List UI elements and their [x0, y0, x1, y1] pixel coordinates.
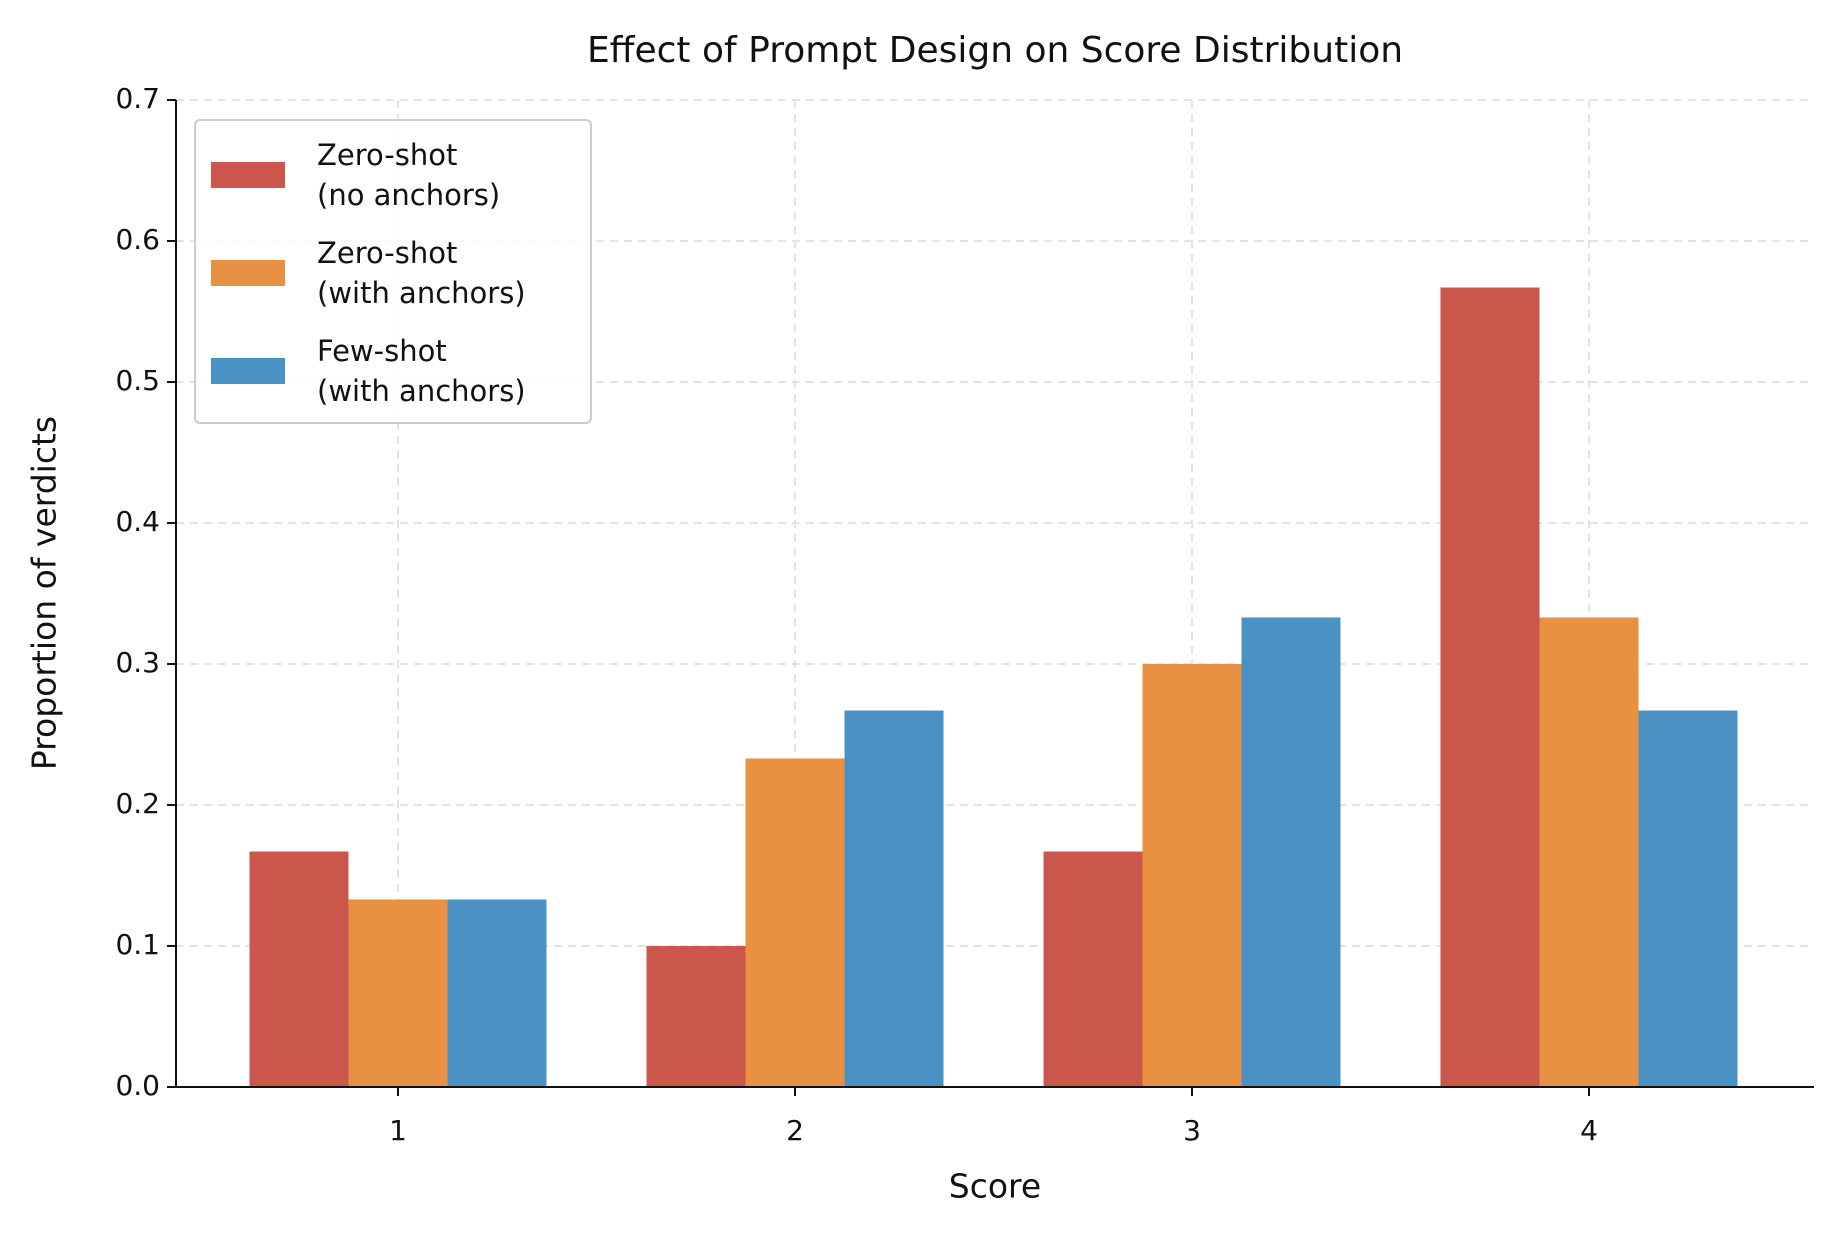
bar [1241, 617, 1341, 1087]
legend-item: Zero-shot (with anchors) [211, 233, 526, 313]
y-tick-label: 0.5 [115, 364, 160, 397]
legend-swatch [211, 358, 285, 384]
legend-label: Few-shot (with anchors) [317, 334, 526, 408]
legend: Zero-shot (no anchors) Zero-shot (with an… [194, 119, 592, 424]
bar [348, 899, 448, 1087]
bar [1539, 617, 1639, 1087]
bar [646, 946, 746, 1087]
legend-label: Zero-shot (with anchors) [317, 236, 526, 310]
bar [1440, 287, 1540, 1087]
legend-swatch [211, 162, 285, 188]
y-tick-label: 0.7 [115, 82, 160, 115]
legend-item: Few-shot (with anchors) [211, 331, 526, 411]
y-axis-label: Proportion of verdicts [25, 416, 64, 770]
y-tick-label: 0.6 [115, 223, 160, 256]
bar [745, 758, 845, 1087]
x-tick-label: 2 [786, 1114, 804, 1147]
chart-title: Effect of Prompt Design on Score Distrib… [587, 30, 1403, 71]
x-tick-label: 4 [1580, 1114, 1598, 1147]
bar [1638, 710, 1738, 1087]
y-tick-label: 0.0 [115, 1069, 160, 1102]
bar [249, 851, 349, 1087]
bar [1043, 851, 1143, 1087]
legend-item: Zero-shot (no anchors) [211, 135, 500, 215]
y-tick-label: 0.1 [115, 928, 160, 961]
x-tick-label: 1 [389, 1114, 407, 1147]
y-tick-label: 0.3 [115, 646, 160, 679]
y-tick-label: 0.4 [115, 505, 160, 538]
y-tick-label: 0.2 [115, 787, 160, 820]
legend-swatch [211, 260, 285, 286]
x-tick-label: 3 [1183, 1114, 1201, 1147]
bar [447, 899, 547, 1087]
legend-label: Zero-shot (no anchors) [317, 138, 501, 212]
bar [1142, 664, 1242, 1087]
bar [844, 710, 944, 1087]
x-axis-label: Score [949, 1167, 1041, 1206]
